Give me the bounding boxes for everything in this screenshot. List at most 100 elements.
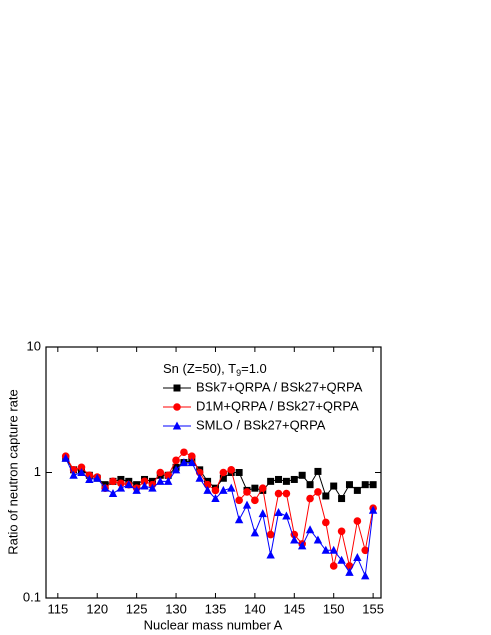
marker (117, 479, 125, 488)
marker (361, 546, 370, 555)
annotation-text: Sn (Z=50), T (163, 361, 236, 376)
marker (298, 471, 306, 479)
marker (243, 488, 251, 496)
x-tick-label: 140 (244, 601, 266, 616)
marker (148, 483, 157, 492)
marker (290, 475, 298, 483)
x-tick-label: 125 (126, 601, 148, 616)
marker (322, 518, 330, 527)
marker (211, 486, 220, 495)
y-tick-label: 0.1 (23, 589, 41, 604)
marker (275, 475, 283, 483)
marker (353, 517, 362, 525)
legend-marker (173, 403, 181, 411)
y-tick-label: 10 (27, 338, 41, 353)
marker (187, 458, 197, 467)
legend-label: D1M+QRPA / BSk27+QRPA (196, 398, 359, 413)
marker (258, 509, 267, 518)
annotation: Sn (Z=50), T9=1.0 (163, 361, 267, 378)
marker (297, 541, 307, 550)
marker (251, 496, 259, 505)
x-tick-label: 155 (362, 601, 384, 616)
marker (251, 484, 259, 492)
marker (282, 477, 290, 485)
marker (321, 545, 331, 554)
marker (329, 562, 338, 570)
marker (337, 527, 346, 536)
y-tick-label: 1 (34, 464, 41, 479)
marker (290, 535, 299, 544)
legend-label: BSk7+QRPA / BSk27+QRPA (196, 379, 363, 394)
marker (195, 473, 204, 482)
marker (85, 474, 94, 483)
marker (77, 468, 86, 476)
marker (353, 486, 361, 494)
marker (313, 535, 323, 544)
marker (164, 471, 172, 480)
marker (369, 481, 377, 489)
marker (219, 474, 227, 482)
marker (258, 484, 267, 492)
marker (156, 468, 165, 477)
marker (250, 528, 260, 537)
marker (361, 571, 370, 580)
marker (345, 567, 354, 576)
marker (235, 496, 243, 505)
marker (306, 481, 314, 489)
marker (124, 480, 133, 489)
marker (267, 477, 275, 485)
marker (108, 489, 118, 498)
marker (338, 495, 346, 503)
x-tick-label: 150 (323, 601, 345, 616)
marker (219, 485, 228, 494)
marker (274, 508, 283, 517)
marker (242, 500, 252, 509)
marker (180, 448, 188, 457)
marker (69, 470, 78, 479)
legend-marker (172, 421, 182, 430)
marker (322, 492, 330, 500)
marker (188, 452, 196, 460)
marker (266, 530, 275, 539)
marker (132, 485, 141, 494)
marker (109, 477, 117, 486)
marker (156, 476, 165, 485)
x-tick-label: 115 (47, 601, 68, 616)
marker (219, 468, 228, 477)
x-tick-label: 145 (283, 601, 305, 616)
x-axis-label: Nuclear mass number A (144, 617, 283, 632)
marker (117, 475, 125, 483)
series-line (65, 451, 374, 567)
series-line (65, 457, 374, 578)
y-axis-label: Ratio of neutron capture rate (5, 389, 20, 555)
marker (235, 469, 243, 476)
marker (266, 550, 275, 559)
marker (179, 458, 189, 467)
x-tick-label: 120 (86, 601, 108, 616)
marker (227, 483, 236, 492)
marker (274, 489, 283, 498)
marker (314, 488, 322, 496)
marker (306, 494, 314, 503)
marker (211, 494, 220, 503)
marker (368, 505, 378, 514)
annotation-subscript: 9 (236, 368, 241, 378)
marker (93, 473, 102, 482)
legend-marker (173, 384, 181, 392)
marker (140, 477, 149, 486)
marker (172, 456, 180, 465)
legend-label: SMLO / BSk27+QRPA (196, 417, 326, 432)
annotation-rest: =1.0 (241, 361, 267, 376)
marker (171, 465, 181, 474)
marker (163, 476, 173, 485)
marker (140, 481, 149, 490)
marker (227, 466, 236, 474)
series-line (65, 457, 374, 500)
marker (61, 453, 70, 462)
x-tick-label: 135 (205, 601, 227, 616)
marker (203, 485, 212, 494)
marker (329, 545, 338, 554)
marker (330, 482, 338, 490)
marker (116, 483, 126, 492)
